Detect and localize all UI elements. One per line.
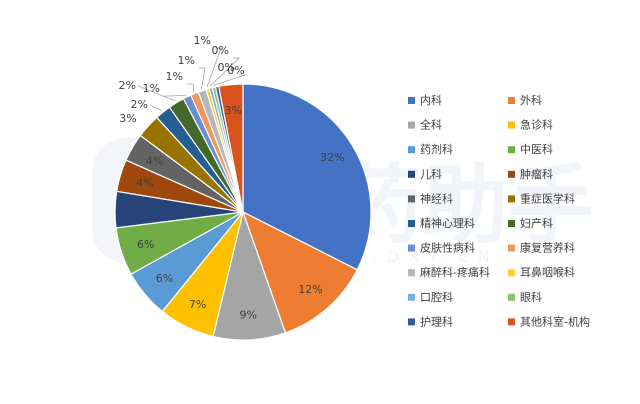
legend-swatch — [408, 220, 415, 227]
legend-item-9: 神经科 — [408, 191, 453, 205]
legend-swatch — [408, 269, 415, 277]
legend-label: 内科 — [420, 93, 442, 107]
legend-swatch — [408, 244, 415, 252]
leader-line-13 — [164, 94, 187, 97]
legend-item-10: 重症医学科 — [508, 191, 575, 205]
legend-swatch — [408, 318, 415, 326]
legend-item-2: 外科 — [508, 93, 542, 107]
legend-item-18: 眼科 — [508, 290, 542, 304]
data-label-15: 1% — [178, 54, 195, 67]
legend-swatch — [508, 170, 515, 178]
legend-swatch — [408, 97, 415, 104]
legend-item-11: 精神心理科 — [408, 216, 475, 230]
legend-item-4: 急诊科 — [508, 118, 553, 132]
data-label-20: 3% — [224, 104, 241, 117]
legend-item-14: 康复营养科 — [508, 241, 575, 255]
legend-swatch — [508, 269, 515, 277]
pie-slices — [114, 83, 372, 341]
legend-swatch — [508, 244, 515, 252]
leader-line-17 — [209, 57, 240, 87]
data-label-12: 2% — [119, 79, 136, 92]
legend-label: 全科 — [420, 118, 442, 132]
data-label-3: 9% — [239, 308, 256, 321]
legend-swatch — [508, 97, 515, 104]
data-label-10: 3% — [119, 112, 136, 125]
data-labels: 32%12%9%7%6%6%4%4%3%2%2% 1%1%1%1%0%0%0%3% — [119, 34, 345, 321]
data-label-14: 1% — [166, 70, 183, 83]
data-label-1: 32% — [320, 151, 344, 164]
legend-item-8: 肿瘤科 — [508, 167, 553, 181]
leader-lines — [137, 47, 246, 111]
legend-label: 肿瘤科 — [520, 167, 553, 181]
legend-swatch — [408, 170, 415, 178]
legend-item-20: 其他科室-机构 — [508, 314, 590, 328]
legend-label: 康复营养科 — [520, 241, 575, 255]
legend-swatch — [508, 220, 515, 227]
legend-swatch — [508, 121, 515, 129]
pie-slice-20 — [217, 83, 244, 213]
legend-label: 皮肤性病科 — [420, 241, 475, 255]
data-label-9: 4% — [146, 154, 163, 167]
data-label-11: 2% — [131, 98, 148, 111]
legend-label: 耳鼻咽喉科 — [520, 265, 575, 279]
legend-item-19: 护理科 — [408, 314, 453, 328]
legend-swatch — [408, 146, 415, 154]
legend-swatch — [508, 318, 515, 326]
data-label-8: 4% — [136, 177, 153, 190]
leader-line-14 — [187, 83, 195, 92]
data-label-16: 1% — [194, 34, 211, 47]
legend-label: 眼科 — [520, 290, 542, 304]
legend-label: 妇产科 — [520, 216, 553, 230]
legend-label: 外科 — [520, 93, 542, 107]
legend-swatch — [508, 146, 515, 154]
data-label-4: 7% — [189, 298, 206, 311]
legend-item-12: 妇产科 — [508, 216, 553, 230]
pie-slice-2 — [241, 210, 359, 334]
legend-swatch — [408, 121, 415, 129]
legend-label: 麻醉科-疼痛科 — [420, 265, 490, 279]
legend-item-16: 耳鼻咽喉科 — [508, 265, 575, 279]
pie-slice-1 — [242, 83, 372, 271]
legend-label: 儿科 — [420, 167, 442, 181]
legend-swatch — [408, 195, 415, 203]
data-label-17: 0% — [212, 44, 229, 57]
leader-line-12 — [137, 85, 176, 102]
data-label-2: 12% — [298, 283, 322, 296]
legend-item-3: 全科 — [408, 118, 442, 132]
leader-line-18 — [213, 74, 246, 86]
leader-line-15 — [199, 67, 206, 89]
legend-label: 神经科 — [420, 191, 453, 205]
legend-swatch — [408, 293, 415, 301]
legend-swatch — [508, 195, 515, 203]
data-label-19: 0% — [227, 64, 244, 77]
leader-line-11 — [149, 104, 162, 111]
data-label-18: 0% — [218, 61, 235, 74]
legend-label: 护理科 — [420, 314, 453, 328]
legend-label: 急诊科 — [520, 118, 553, 132]
legend-item-15: 麻醉科-疼痛科 — [408, 265, 490, 279]
legend-label: 重症医学科 — [520, 191, 575, 205]
legend-item-5: 药剂科 — [408, 142, 453, 156]
legend-swatch — [508, 293, 515, 301]
leader-line-16 — [206, 47, 222, 88]
legend-label: 药剂科 — [420, 142, 453, 156]
legend-item-1: 内科 — [408, 93, 442, 107]
legend-label: 精神心理科 — [420, 216, 475, 230]
legend-label: 其他科室-机构 — [520, 314, 590, 328]
legend-item-6: 中医科 — [508, 142, 553, 156]
legend-label: 口腔科 — [420, 290, 453, 304]
data-label-13: 1% — [143, 82, 160, 95]
data-label-6: 6% — [137, 238, 154, 251]
legend-label: 中医科 — [520, 142, 553, 156]
legend-item-7: 儿科 — [408, 167, 442, 181]
legend-item-13: 皮肤性病科 — [408, 241, 475, 255]
data-label-5: 6% — [156, 272, 173, 285]
legend-item-17: 口腔科 — [408, 290, 453, 304]
